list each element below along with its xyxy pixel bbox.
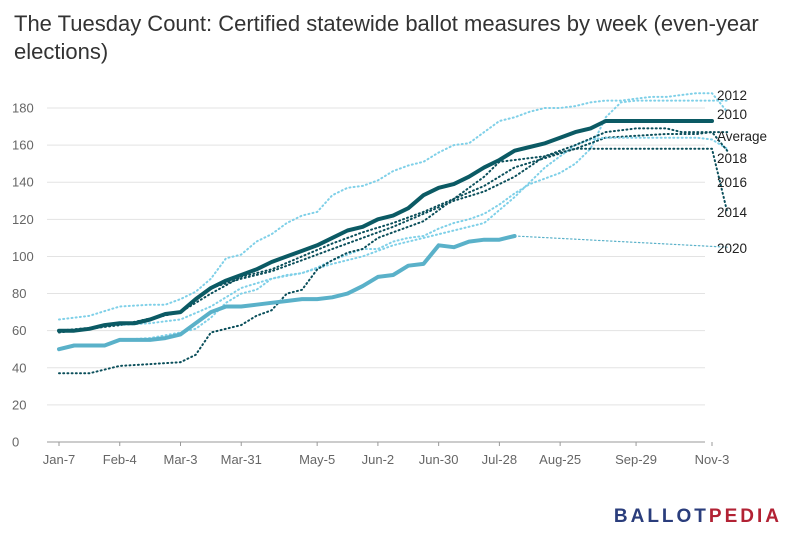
y-tick-label: 100 (12, 249, 34, 264)
x-tick-label: Mar-31 (221, 452, 262, 467)
y-tick-label: 120 (12, 212, 34, 227)
ballotpedia-logo: BALLOTPEDIA (614, 506, 782, 528)
y-tick-label: 160 (12, 138, 34, 153)
series-line-2012 (58, 92, 729, 321)
y-tick-label: 180 (12, 101, 34, 116)
y-tick-label: 0 (12, 435, 19, 450)
series-label-2014: 2014 (717, 205, 748, 220)
series-line-current (57, 119, 714, 333)
series-line-2018 (118, 136, 729, 327)
logo-part2: PEDIA (708, 506, 782, 527)
series-label-2016: 2016 (717, 175, 747, 190)
x-tick-label: Mar-3 (164, 452, 198, 467)
x-tick-label: Feb-4 (103, 452, 137, 467)
y-tick-label: 20 (12, 397, 26, 412)
x-tick-label: Nov-3 (695, 452, 730, 467)
x-tick-label: Jul-28 (482, 452, 517, 467)
y-tick-label: 140 (12, 175, 34, 190)
series-label-2010: 2010 (717, 107, 747, 122)
y-tick-label: 40 (12, 360, 26, 375)
x-tick-label: May-5 (299, 452, 335, 467)
x-tick-label: Jun-30 (419, 452, 459, 467)
series-line-2020 (57, 234, 517, 352)
x-tick-label: Sep-29 (615, 452, 657, 467)
series-line-2016 (58, 127, 729, 334)
series-label-2012: 2012 (717, 88, 747, 103)
series-label-2020: 2020 (717, 241, 747, 256)
logo-part1: BALLOT (613, 506, 709, 527)
series-line-average (58, 131, 729, 332)
x-tick-label: Jan-7 (43, 452, 76, 467)
y-tick-label: 80 (12, 286, 26, 301)
series-label-average: Average (717, 129, 767, 144)
series-2020-projection (514, 235, 728, 248)
chart-title: The Tuesday Count: Certified statewide b… (14, 11, 759, 64)
y-tick-label: 60 (12, 323, 26, 338)
x-tick-label: Aug-25 (539, 452, 581, 467)
series-label-2018: 2018 (717, 151, 747, 166)
x-tick-label: Jun-2 (362, 452, 395, 467)
series-line-2010 (118, 99, 729, 341)
